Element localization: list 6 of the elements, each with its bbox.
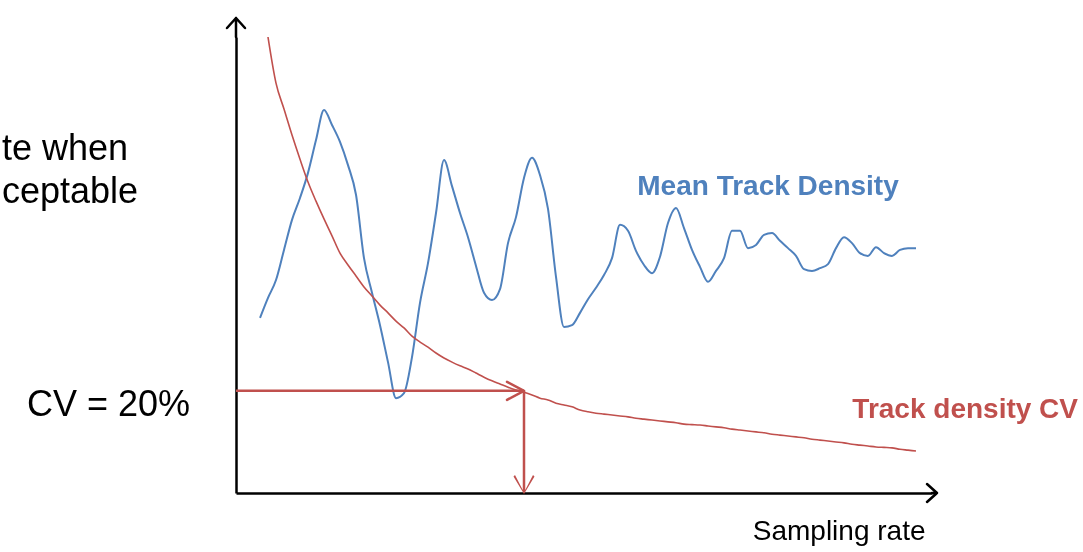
text: ceptable [2, 170, 139, 211]
series-label: Track density CV [852, 393, 1079, 425]
series-label: Mean Track Density [637, 170, 900, 202]
x-axis-title: Sampling rate [752, 514, 926, 546]
text: CV = 20% [26, 382, 190, 424]
text: te when [2, 127, 129, 168]
